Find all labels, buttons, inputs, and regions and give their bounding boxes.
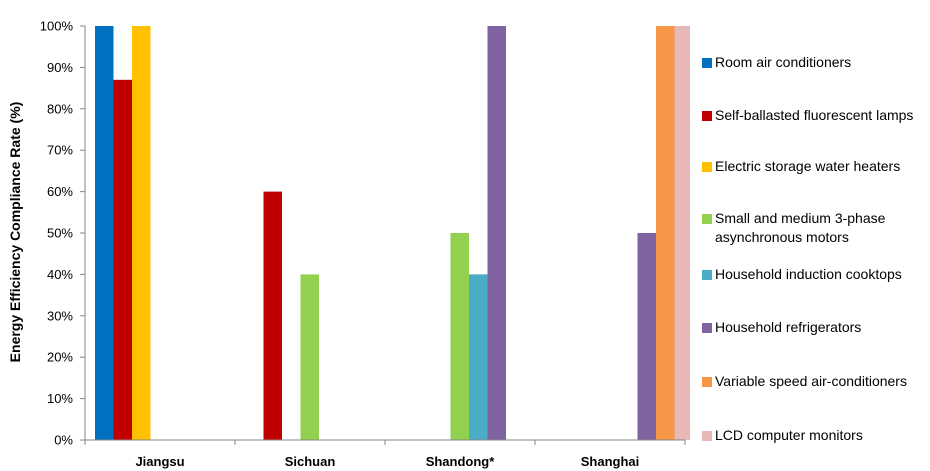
y-tick-label: 10% bbox=[47, 391, 73, 406]
x-category-label: Shanghai bbox=[581, 454, 640, 469]
legend-item: Household refrigerators bbox=[702, 318, 930, 337]
bar bbox=[95, 26, 114, 440]
bar bbox=[656, 26, 675, 440]
legend-item: LCD computer monitors bbox=[702, 426, 930, 445]
legend-label: Self-ballasted fluorescent lamps bbox=[715, 107, 914, 123]
y-tick-label: 80% bbox=[47, 101, 73, 116]
legend-swatch bbox=[702, 270, 712, 280]
legend-item: Self-ballasted fluorescent lamps bbox=[702, 106, 930, 125]
bar bbox=[469, 274, 488, 440]
x-category-label: Shandong* bbox=[426, 454, 496, 469]
bar bbox=[450, 233, 469, 440]
y-axis-label: Energy Efficiency Compliance Rate (%) bbox=[7, 102, 23, 363]
bar-chart: Energy Efficiency Compliance Rate (%) 0%… bbox=[7, 19, 690, 469]
legend: Room air conditioners Self-ballasted fluo… bbox=[702, 0, 930, 471]
bar bbox=[300, 274, 319, 440]
legend-item: Household induction cooktops bbox=[702, 265, 930, 284]
legend-item: Electric storage water heaters bbox=[702, 157, 930, 176]
legend-label: Room air conditioners bbox=[715, 54, 852, 70]
bar bbox=[637, 233, 656, 440]
y-tick-label: 30% bbox=[47, 308, 73, 323]
bar bbox=[674, 26, 690, 440]
legend-label: Small and medium 3-phase asynchronous mo… bbox=[715, 210, 886, 245]
bar bbox=[487, 26, 506, 440]
y-tick-label: 40% bbox=[47, 267, 73, 282]
x-axis-categories: Jiangsu Sichuan Shandong* Shanghai bbox=[135, 454, 639, 469]
bars bbox=[95, 26, 690, 440]
legend-label: LCD computer monitors bbox=[715, 427, 863, 443]
legend-swatch bbox=[702, 214, 712, 224]
y-tick-label: 100% bbox=[40, 19, 74, 34]
x-category-label: Jiangsu bbox=[135, 454, 184, 469]
y-tick-label: 0% bbox=[54, 433, 73, 448]
legend-item: Room air conditioners bbox=[702, 53, 930, 72]
legend-label: Electric storage water heaters bbox=[715, 158, 901, 174]
legend-swatch bbox=[702, 162, 712, 172]
y-tick-label: 70% bbox=[47, 143, 73, 158]
legend-swatch bbox=[702, 58, 712, 68]
legend-swatch bbox=[702, 111, 712, 121]
legend-swatch bbox=[702, 431, 712, 441]
y-tick-label: 90% bbox=[47, 60, 73, 75]
y-tick-label: 60% bbox=[47, 184, 73, 199]
bar bbox=[132, 26, 151, 440]
y-axis-ticks: 0% 10% 20% 30% 40% 50% 60% 70% 80% 90% 100% bbox=[40, 19, 85, 448]
legend-label: Household induction cooktops bbox=[715, 266, 902, 282]
legend-label: Variable speed air-conditioners bbox=[715, 373, 907, 389]
legend-swatch bbox=[702, 377, 712, 387]
legend-item: Variable speed air-conditioners bbox=[702, 372, 930, 391]
x-category-label: Sichuan bbox=[285, 454, 336, 469]
legend-item: Small and medium 3-phase asynchronous mo… bbox=[702, 209, 930, 247]
bar bbox=[113, 79, 132, 440]
bar bbox=[263, 191, 282, 440]
legend-swatch bbox=[702, 323, 712, 333]
y-tick-label: 50% bbox=[47, 226, 73, 241]
x-axis-ticks bbox=[84, 440, 686, 445]
legend-label: Household refrigerators bbox=[715, 319, 862, 335]
y-tick-label: 20% bbox=[47, 350, 73, 365]
